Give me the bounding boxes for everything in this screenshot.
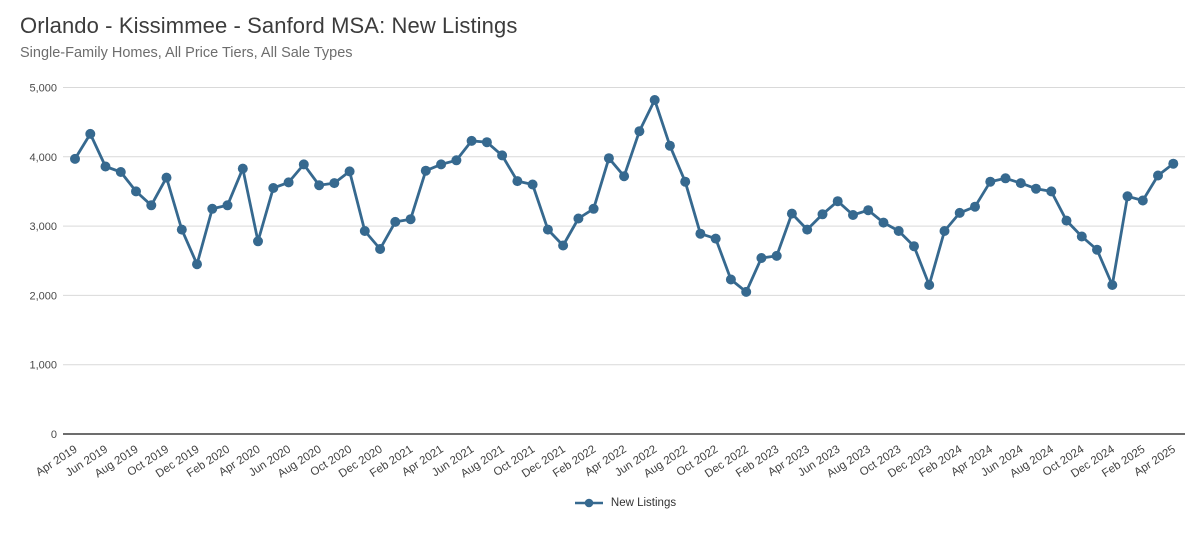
data-point[interactable] [405,214,416,225]
chart-subtitle: Single-Family Homes, All Price Tiers, Al… [20,45,353,61]
data-point[interactable] [1153,170,1163,181]
chart-legend: New Listings [65,497,1185,509]
data-point[interactable] [344,166,355,177]
data-point[interactable] [817,209,828,220]
data-point[interactable] [573,213,584,224]
data-point[interactable] [375,244,386,254]
data-point[interactable] [909,241,919,252]
data-point[interactable] [161,172,172,183]
chart-title: Orlando - Kissimmee - Sanford MSA: New L… [20,13,518,38]
data-point[interactable] [695,228,706,239]
data-point[interactable] [603,153,614,164]
data-point[interactable] [207,203,218,214]
legend-label: New Listings [610,497,677,509]
data-point[interactable] [542,224,553,235]
data-point[interactable] [131,186,141,197]
data-point[interactable] [451,155,462,166]
data-point[interactable] [649,95,660,105]
series-line-new-listings [73,98,1175,294]
data-point[interactable] [268,183,279,193]
legend-marker-icon [574,498,603,508]
data-point[interactable] [985,176,996,187]
y-axis-label: 2,000 [29,290,57,302]
data-point[interactable] [70,153,80,164]
data-point[interactable] [481,137,492,148]
data-point[interactable] [878,217,889,228]
data-point[interactable] [588,203,599,214]
data-point[interactable] [893,226,904,236]
data-point[interactable] [192,259,202,270]
y-axis-label: 1,000 [29,360,57,372]
data-point[interactable] [664,140,675,151]
data-point[interactable] [1015,178,1026,189]
data-point[interactable] [558,240,569,251]
data-point[interactable] [329,178,340,189]
y-axis-label: 5,000 [29,83,57,95]
data-point[interactable] [848,210,858,220]
data-point[interactable] [314,180,325,191]
data-point[interactable] [1092,244,1102,255]
data-point[interactable] [1046,186,1057,197]
data-point[interactable] [863,205,874,216]
data-point[interactable] [466,135,477,146]
y-axis-label: 0 [51,429,57,441]
data-point[interactable] [954,207,965,218]
data-point[interactable] [1168,158,1179,169]
data-point[interactable] [222,200,233,211]
data-point[interactable] [1137,195,1148,206]
data-point[interactable] [832,196,843,207]
data-point[interactable] [741,286,752,297]
data-point[interactable] [1061,215,1072,226]
y-axis-label: 4,000 [29,152,57,164]
data-point[interactable] [1107,280,1118,290]
data-point[interactable] [436,159,447,170]
data-point[interactable] [939,226,950,236]
data-point[interactable] [176,224,187,235]
data-point[interactable] [1000,173,1011,184]
data-point[interactable] [390,216,401,227]
data-point[interactable] [970,201,980,212]
data-point[interactable] [359,226,370,236]
data-point[interactable] [420,165,431,176]
data-point[interactable] [924,280,935,290]
data-point[interactable] [619,171,630,182]
data-point[interactable] [527,179,538,190]
data-point[interactable] [497,150,508,161]
data-point[interactable] [283,177,294,188]
data-point[interactable] [237,163,248,174]
data-point[interactable] [680,176,691,187]
data-point[interactable] [146,200,157,211]
data-point[interactable] [771,250,782,261]
data-point[interactable] [786,208,797,219]
y-axis-label: 3,000 [29,221,57,233]
data-point[interactable] [725,274,736,285]
data-point[interactable] [756,253,767,263]
data-point[interactable] [85,128,96,139]
data-point[interactable] [802,224,813,235]
data-point[interactable] [710,233,721,244]
data-point[interactable] [1122,191,1133,202]
data-point[interactable] [253,236,263,247]
data-point[interactable] [115,167,126,177]
data-point[interactable] [298,159,309,170]
data-point[interactable] [1031,183,1041,194]
data-point[interactable] [1076,231,1087,242]
data-point[interactable] [512,176,523,187]
data-point[interactable] [100,161,111,172]
data-point[interactable] [634,126,645,137]
